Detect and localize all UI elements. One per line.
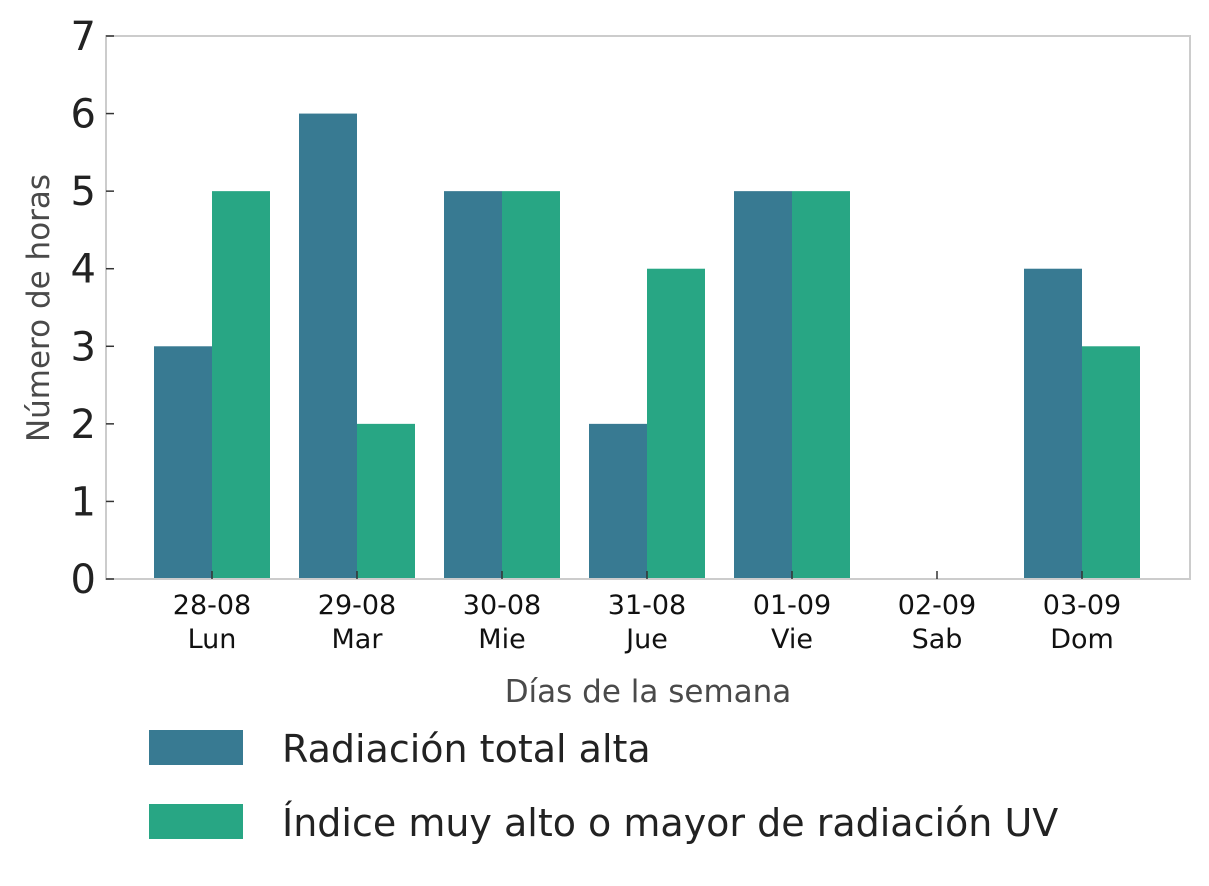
y-axis: 0 1 2 3 4 5 6 7 [71, 14, 114, 603]
bar-series1-6 [1082, 346, 1140, 579]
y-axis-label: Número de horas [21, 174, 57, 442]
y-tick-label: 1 [71, 479, 96, 525]
legend-label-0: Radiación total alta [282, 727, 651, 771]
bar-series1-0 [212, 191, 270, 579]
x-tick-label: 01-09 Vie [753, 590, 831, 655]
x-axis: 28-08 Lun 29-08 Mar 30-08 Mie 31-08 Jue 01-09 Vie… [173, 571, 1121, 655]
y-tick-label: 6 [71, 92, 96, 138]
y-tick-label: 0 [71, 557, 96, 603]
x-tick-label: 31-08 Jue [608, 590, 686, 655]
x-tick-label: 30-08 Mie [463, 590, 541, 655]
legend-label-1: Índice muy alto o mayor de radiación UV [282, 801, 1058, 845]
bar-series1-4 [792, 191, 850, 579]
y-tick-label: 7 [71, 14, 96, 60]
x-axis-label: Días de la semana [505, 674, 792, 710]
bar-series0-3 [589, 423, 647, 579]
legend: Radiación total alta Índice muy alto o ma… [149, 727, 1058, 845]
x-tick-label: 29-08 Mar [318, 590, 396, 655]
plot-frame [105, 35, 1191, 580]
bar-series1-3 [647, 268, 705, 579]
y-tick-label: 5 [71, 169, 96, 215]
x-tick-label: 03-09 Dom [1043, 590, 1121, 655]
bar-series1-2 [502, 191, 560, 579]
bar-series0-2 [444, 191, 502, 579]
bar-series0-0 [154, 346, 212, 579]
y-tick-label: 2 [71, 402, 96, 448]
x-tick-label: 28-08 Lun [173, 590, 251, 655]
bar-series0-6 [1024, 268, 1082, 579]
y-tick-label: 4 [71, 247, 96, 293]
legend-swatch-1 [149, 804, 243, 839]
y-tick-label: 3 [71, 324, 96, 370]
x-tick-label: 02-09 Sab [898, 590, 976, 655]
legend-swatch-0 [149, 730, 243, 765]
bar-series1-1 [357, 423, 415, 579]
bar-series0-1 [299, 113, 357, 580]
bars-layer [154, 113, 1140, 580]
bar-series0-4 [734, 191, 792, 579]
